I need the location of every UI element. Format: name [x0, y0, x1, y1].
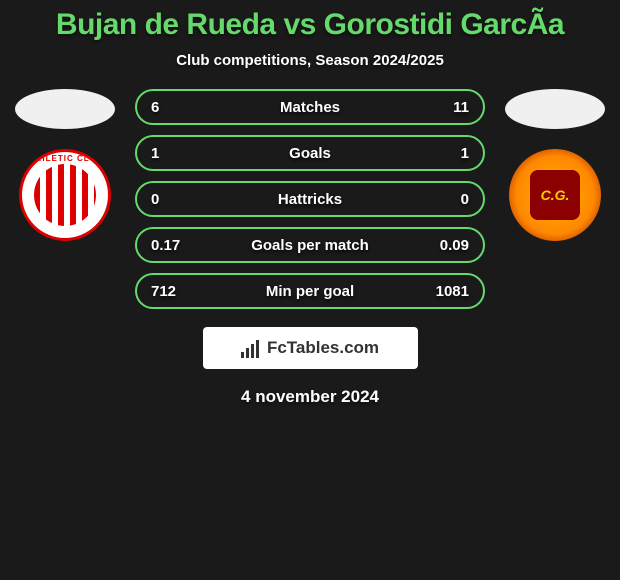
left-player-placeholder: [15, 89, 115, 129]
source-logo-text: FcTables.com: [267, 338, 379, 358]
comparison-row: ATHLETIC CLUB 6 Matches 11 1 Goals 1 0 H…: [0, 89, 620, 309]
stat-label: Matches: [280, 99, 340, 116]
stat-row-min-per-goal: 712 Min per goal 1081: [135, 273, 485, 309]
stat-row-matches: 6 Matches 11: [135, 89, 485, 125]
stat-right-value: 0.09: [440, 237, 469, 254]
stats-column: 6 Matches 11 1 Goals 1 0 Hattricks 0 0.1…: [135, 89, 485, 309]
stat-left-value: 1: [151, 145, 159, 162]
left-team-badge-stripes: [34, 164, 96, 226]
date-label: 4 november 2024: [241, 387, 379, 407]
stat-right-value: 11: [453, 99, 469, 116]
stat-row-goals: 1 Goals 1: [135, 135, 485, 171]
page-title: Bujan de Rueda vs Gorostidi GarcÃ­a: [56, 8, 564, 42]
right-player-column: C.G.: [495, 89, 615, 241]
stat-left-value: 712: [151, 283, 176, 300]
stat-left-value: 6: [151, 99, 159, 116]
stat-label: Hattricks: [278, 191, 342, 208]
stat-left-value: 0.17: [151, 237, 180, 254]
stat-row-goals-per-match: 0.17 Goals per match 0.09: [135, 227, 485, 263]
source-logo: FcTables.com: [203, 327, 418, 369]
left-player-column: ATHLETIC CLUB: [5, 89, 125, 241]
stat-label: Goals: [289, 145, 331, 162]
stat-row-hattricks: 0 Hattricks 0: [135, 181, 485, 217]
left-team-badge-text: ATHLETIC CLUB: [22, 154, 108, 163]
chart-icon: [241, 338, 261, 358]
left-team-badge: ATHLETIC CLUB: [19, 149, 111, 241]
stat-right-value: 1081: [436, 283, 469, 300]
right-team-badge-text: C.G.: [530, 170, 580, 220]
stat-right-value: 0: [461, 191, 469, 208]
stat-label: Goals per match: [251, 237, 369, 254]
stat-left-value: 0: [151, 191, 159, 208]
page-subtitle: Club competitions, Season 2024/2025: [176, 52, 444, 69]
right-team-badge: C.G.: [509, 149, 601, 241]
stat-label: Min per goal: [266, 283, 354, 300]
right-player-placeholder: [505, 89, 605, 129]
stat-right-value: 1: [461, 145, 469, 162]
